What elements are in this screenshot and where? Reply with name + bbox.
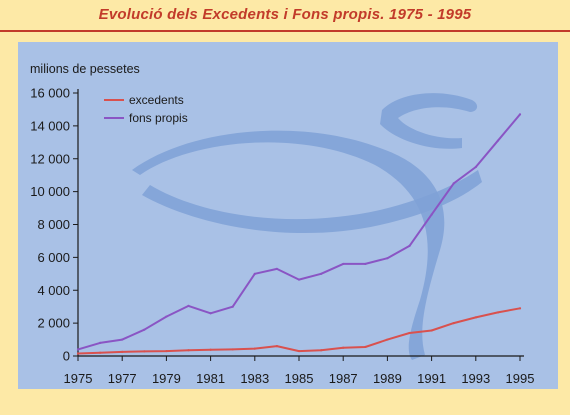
legend-label: fons propis xyxy=(129,111,188,125)
data-point-fons-propis xyxy=(99,341,102,344)
data-point-fons-propis xyxy=(187,304,190,307)
y-tick-label: 12 000 xyxy=(30,151,70,166)
data-point-excedents xyxy=(231,348,234,351)
data-point-excedents xyxy=(297,349,301,353)
data-point-excedents xyxy=(342,346,345,349)
emblem-ribbon-arc xyxy=(132,130,445,360)
data-point-excedents xyxy=(452,322,455,325)
data-point-fons-propis xyxy=(320,272,323,275)
data-point-fons-propis xyxy=(275,267,278,270)
y-tick-label: 14 000 xyxy=(30,118,70,133)
emblem-ribbon-sweep xyxy=(142,170,482,234)
data-point-fons-propis xyxy=(165,315,168,318)
data-point-excedents xyxy=(187,349,190,352)
data-point-fons-propis xyxy=(518,113,522,116)
y-tick-label: 10 000 xyxy=(30,184,70,199)
emblem-watermark xyxy=(132,93,482,360)
data-point-fons-propis xyxy=(342,262,345,266)
data-point-fons-propis xyxy=(496,139,499,142)
data-point-fons-propis xyxy=(408,244,411,247)
legend: excedents fons propis xyxy=(104,93,188,125)
data-point-fons-propis xyxy=(253,272,256,275)
chart-title: Evolució dels Excedents i Fons propis. 1… xyxy=(98,6,472,23)
data-point-excedents xyxy=(518,307,522,310)
data-point-excedents xyxy=(253,347,256,350)
plot-background xyxy=(18,42,558,389)
x-tick-label: 1983 xyxy=(240,371,269,386)
data-point-fons-propis xyxy=(143,328,146,331)
data-point-excedents xyxy=(386,338,389,341)
data-point-excedents xyxy=(76,352,80,355)
data-point-excedents xyxy=(275,345,278,348)
y-tick-label: 16 000 xyxy=(30,86,70,101)
data-point-excedents xyxy=(209,348,212,351)
data-point-fons-propis xyxy=(76,348,80,351)
data-point-excedents xyxy=(430,329,433,332)
data-point-excedents xyxy=(474,316,477,319)
axes: 0 2 000 4 000 6 000 8 000 10 000 12 000 14 000 1… xyxy=(30,62,534,386)
data-point-excedents xyxy=(121,350,124,353)
x-tick-label: 1975 xyxy=(64,371,93,386)
x-tick-label: 1995 xyxy=(506,371,535,386)
y-tick-label: 6 000 xyxy=(37,250,70,265)
data-point-fons-propis xyxy=(386,257,389,260)
x-tick-label: 1989 xyxy=(373,371,402,386)
x-tick-label: 1981 xyxy=(196,371,225,386)
x-tick-label: 1985 xyxy=(285,371,314,386)
data-point-excedents xyxy=(496,311,499,314)
data-point-excedents xyxy=(320,349,323,352)
data-point-fons-propis xyxy=(209,312,212,315)
series-layer xyxy=(76,113,522,355)
data-point-fons-propis xyxy=(430,213,433,216)
x-tick-label: 1977 xyxy=(108,371,137,386)
data-point-fons-propis xyxy=(231,305,234,308)
y-tick-label: 8 000 xyxy=(37,217,70,232)
y-tick-label: 2 000 xyxy=(37,316,70,331)
data-point-fons-propis xyxy=(452,182,455,185)
data-point-excedents xyxy=(408,331,411,335)
emblem-hook xyxy=(380,93,478,149)
data-point-excedents xyxy=(165,349,168,353)
y-axis-title: milions de pessetes xyxy=(30,62,140,76)
x-tick-label: 1993 xyxy=(461,371,490,386)
legend-label: excedents xyxy=(129,93,184,107)
data-point-fons-propis xyxy=(121,338,124,341)
data-point-excedents xyxy=(143,350,146,353)
data-point-fons-propis xyxy=(297,278,301,281)
data-point-excedents xyxy=(364,345,367,349)
y-tick-label: 4 000 xyxy=(37,283,70,298)
data-point-fons-propis xyxy=(364,262,367,266)
x-tick-label: 1991 xyxy=(417,371,446,386)
x-tick-label: 1979 xyxy=(152,371,181,386)
data-point-excedents xyxy=(99,351,102,354)
title-rule xyxy=(0,30,570,32)
data-point-fons-propis xyxy=(474,165,477,169)
x-tick-label: 1987 xyxy=(329,371,358,386)
y-tick-label: 0 xyxy=(63,349,70,364)
